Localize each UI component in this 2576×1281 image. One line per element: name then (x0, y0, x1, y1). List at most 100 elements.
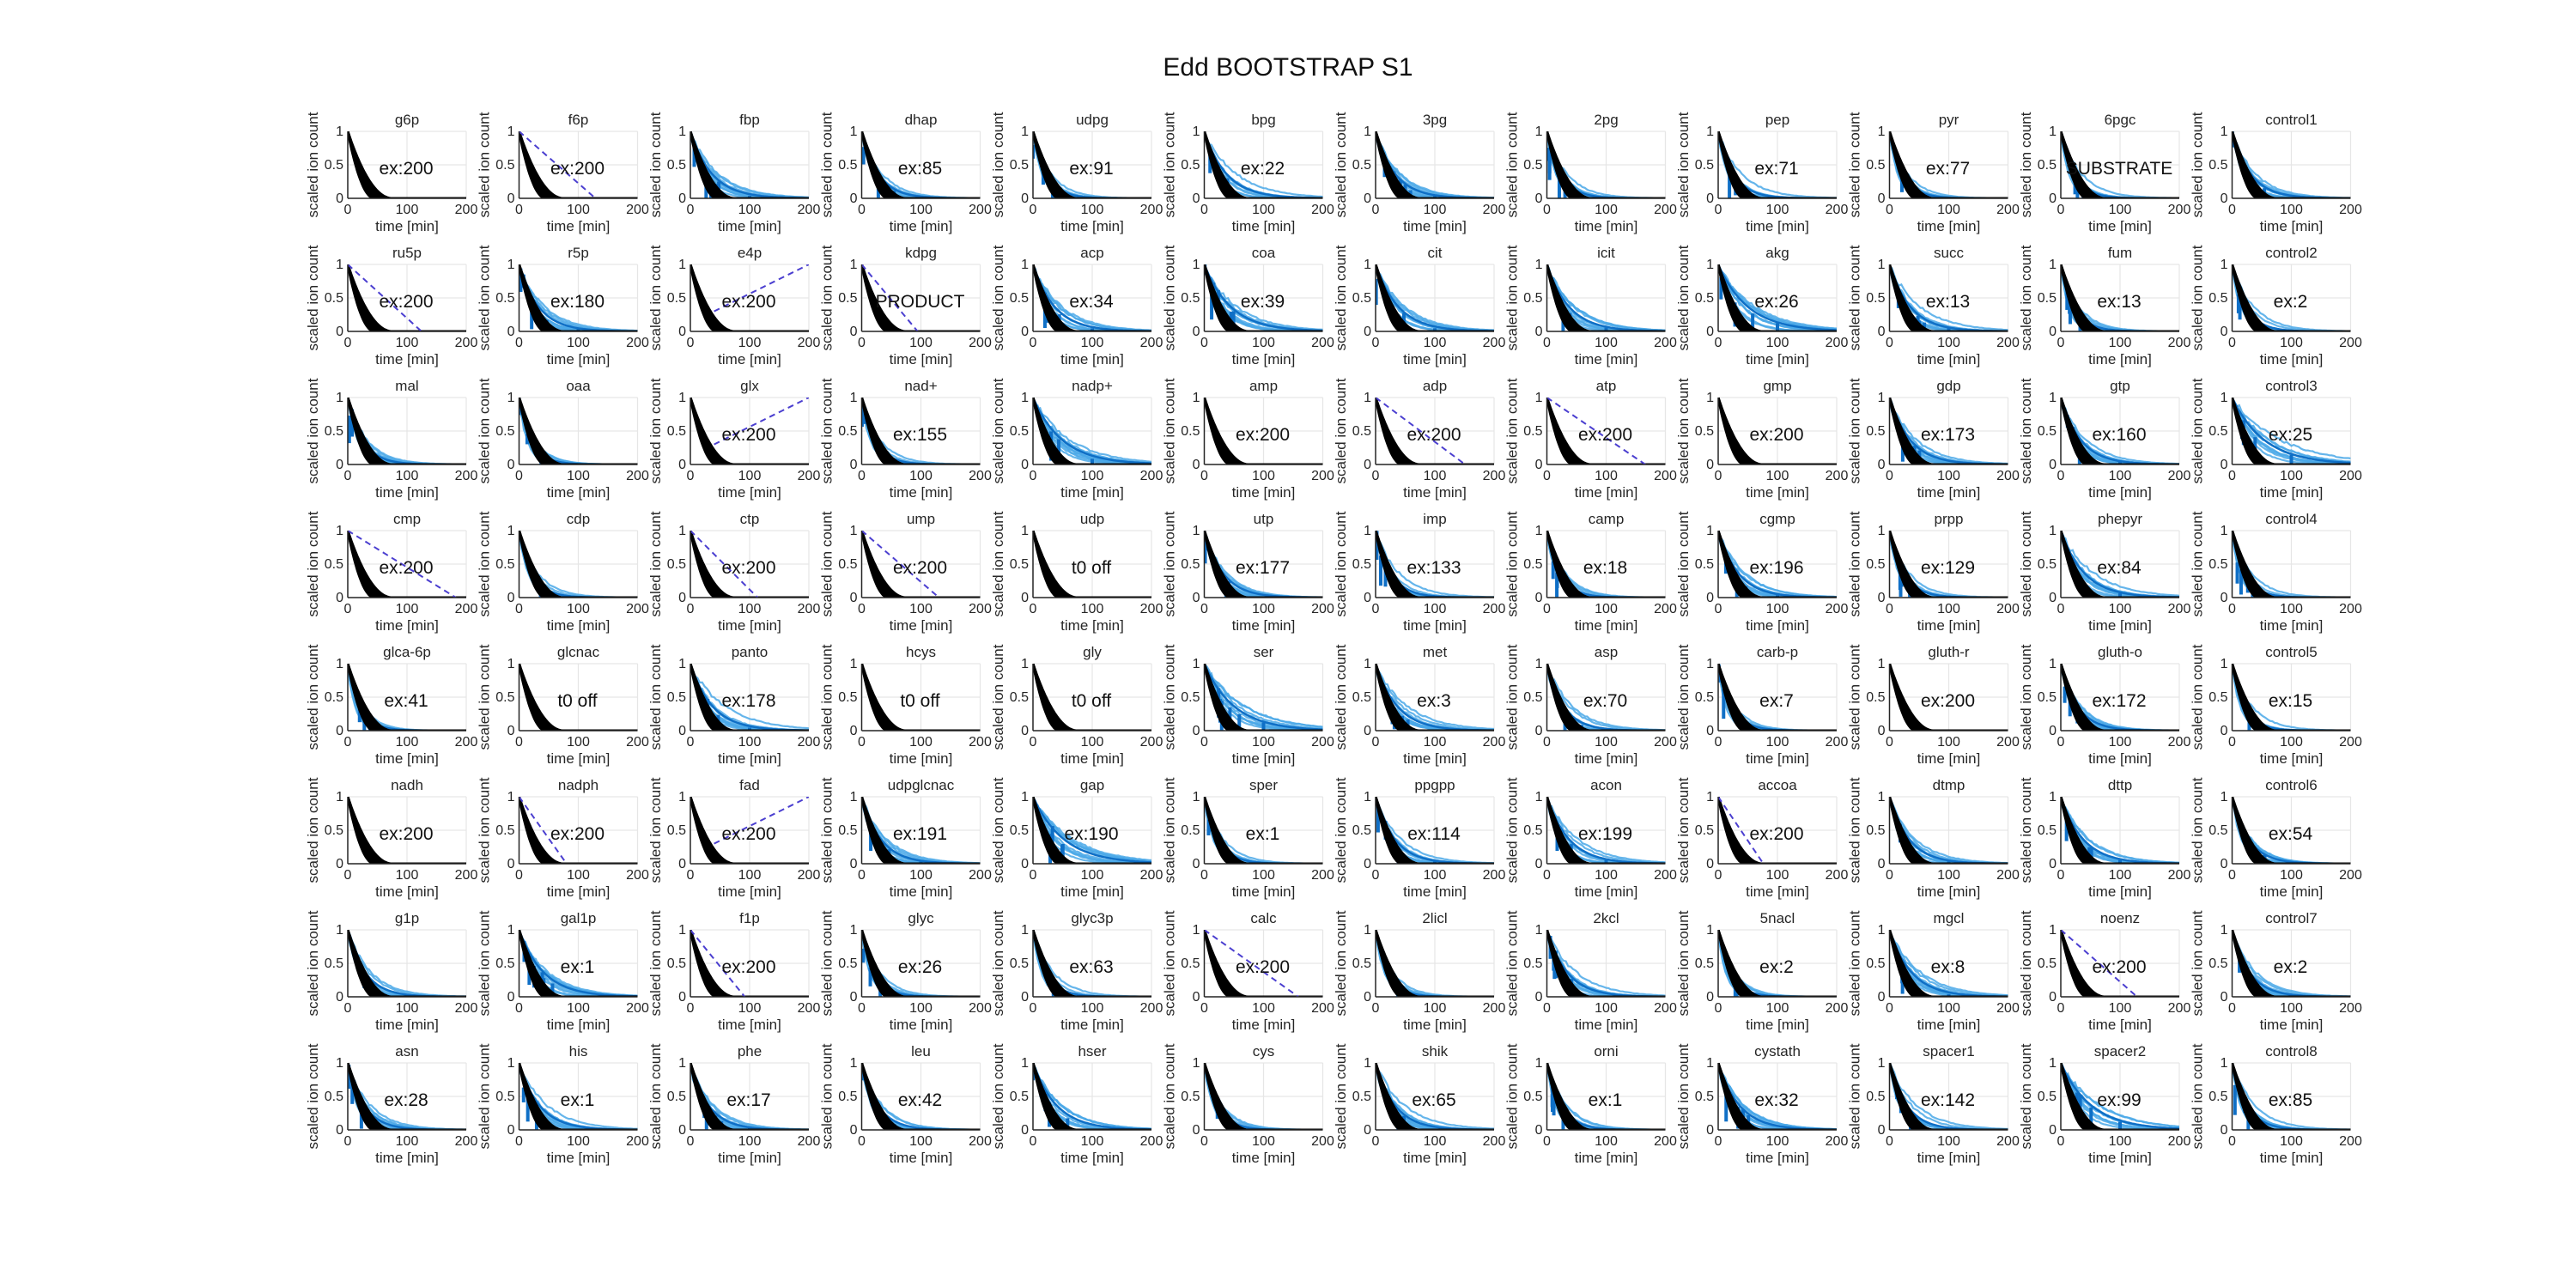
plot-area (2061, 1063, 2179, 1130)
x-axis-label: time [min] (1746, 1017, 1809, 1033)
x-axis-label: time [min] (1232, 883, 1296, 900)
x-axis-label: time [min] (547, 1150, 611, 1166)
model-curve (348, 398, 466, 464)
y-axis-label: scaled ion count (305, 644, 321, 750)
x-tick-label: 100 (738, 868, 762, 883)
x-tick-label: 200 (455, 868, 478, 883)
y-axis-label: scaled ion count (819, 1043, 835, 1149)
y-tick-label: 1 (1535, 524, 1543, 538)
x-tick-label: 0 (515, 735, 523, 750)
model-curve (690, 264, 809, 331)
y-tick-label: 1 (2221, 1056, 2228, 1071)
panel-annotation: t0 off (900, 691, 939, 711)
x-axis-label: time [min] (2260, 218, 2324, 234)
y-tick-label: 1 (2049, 391, 2057, 405)
x-tick-label: 0 (1543, 336, 1551, 350)
y-tick-label: 0.5 (1181, 557, 1200, 572)
x-tick-label: 100 (738, 469, 762, 483)
x-tick-label: 100 (2280, 469, 2303, 483)
y-tick-label: 0 (1021, 1123, 1029, 1138)
panel-title: fbp (739, 112, 760, 128)
y-tick-label: 1 (2221, 524, 2228, 538)
model-curve (1718, 930, 1837, 997)
y-axis-label: scaled ion count (1333, 511, 1349, 616)
model-curve (1718, 797, 1837, 864)
y-tick-label: 0 (1193, 191, 1200, 206)
y-axis-label: scaled ion count (2018, 910, 2034, 1016)
model-curve (1718, 1063, 1837, 1130)
model-curve (1204, 930, 1323, 997)
bootstrap-curve (1376, 1065, 1494, 1130)
model-curve (1376, 1063, 1494, 1130)
x-axis-label: time [min] (547, 750, 611, 767)
x-axis-label: time [min] (890, 218, 953, 234)
model-curve (861, 930, 981, 997)
x-tick-label: 200 (1654, 1001, 1677, 1016)
panel-annotation: ex:3 (1417, 691, 1451, 711)
x-axis-label: time [min] (1917, 617, 1981, 634)
model-curve (861, 531, 981, 598)
model-curve (1889, 664, 2008, 731)
x-tick-label: 0 (515, 868, 523, 883)
model-curve (1204, 264, 1323, 331)
x-tick-label: 0 (1372, 203, 1380, 217)
model-curve (1204, 797, 1323, 864)
plot-area (1718, 398, 1837, 464)
x-tick-label: 100 (1595, 1001, 1618, 1016)
model-curve (2061, 264, 2179, 331)
panel-annotation: ex:26 (898, 957, 942, 977)
x-tick-label: 200 (2168, 1001, 2191, 1016)
model-curve (1889, 797, 2008, 864)
model-curve (1718, 264, 1837, 331)
x-tick-label: 0 (687, 868, 695, 883)
x-tick-label: 0 (1030, 203, 1037, 217)
y-tick-label: 1 (1021, 524, 1029, 538)
y-axis-label: scaled ion count (1162, 777, 1178, 883)
model-curve (1718, 531, 1837, 598)
y-axis-label: scaled ion count (2190, 245, 2206, 350)
fit-line (1718, 264, 1837, 331)
x-tick-label: 100 (738, 1134, 762, 1149)
y-axis-label: scaled ion count (305, 378, 321, 483)
y-tick-label: 1 (1364, 1056, 1371, 1071)
y-tick-label: 0.5 (2038, 424, 2057, 439)
model-curve (690, 264, 809, 331)
bootstrap-curve (690, 666, 809, 730)
model-curve (1033, 664, 1151, 731)
y-tick-label: 0.5 (1695, 158, 1714, 173)
model-curve (1204, 131, 1323, 198)
x-tick-label: 0 (858, 203, 866, 217)
y-axis-label: scaled ion count (305, 112, 321, 217)
model-curve (690, 131, 809, 198)
panel-title: glyc3p (1071, 910, 1113, 926)
model-curve (1546, 264, 1666, 331)
x-tick-label: 200 (1826, 602, 1849, 616)
panel-annotation: ex:70 (1583, 691, 1627, 711)
y-axis-label: scaled ion count (990, 378, 1006, 483)
y-tick-label: 0.5 (2038, 690, 2057, 705)
y-tick-label: 1 (678, 391, 686, 405)
y-tick-label: 0.5 (2038, 1090, 2057, 1104)
model-curve (1376, 264, 1494, 331)
y-tick-label: 1 (2049, 790, 2057, 804)
model-curve (1204, 1063, 1323, 1130)
x-tick-label: 100 (2109, 1134, 2132, 1149)
plot-area (348, 131, 466, 198)
y-tick-label: 1 (1878, 790, 1886, 804)
x-axis-label: time [min] (1917, 1150, 1981, 1166)
model-curve (1889, 930, 2008, 997)
y-tick-label: 1 (2049, 1056, 2057, 1071)
bootstrap-curve (1033, 797, 1151, 861)
y-tick-label: 1 (2221, 124, 2228, 139)
x-axis-label: time [min] (1917, 1017, 1981, 1033)
y-axis-label: scaled ion count (1333, 644, 1349, 750)
y-tick-label: 0 (336, 857, 343, 871)
x-tick-label: 0 (344, 1134, 352, 1149)
x-tick-label: 200 (455, 1134, 478, 1149)
x-tick-label: 0 (858, 1001, 866, 1016)
x-tick-label: 200 (1483, 868, 1506, 883)
x-tick-label: 200 (626, 203, 649, 217)
panel-annotation: ex:200 (893, 558, 947, 578)
